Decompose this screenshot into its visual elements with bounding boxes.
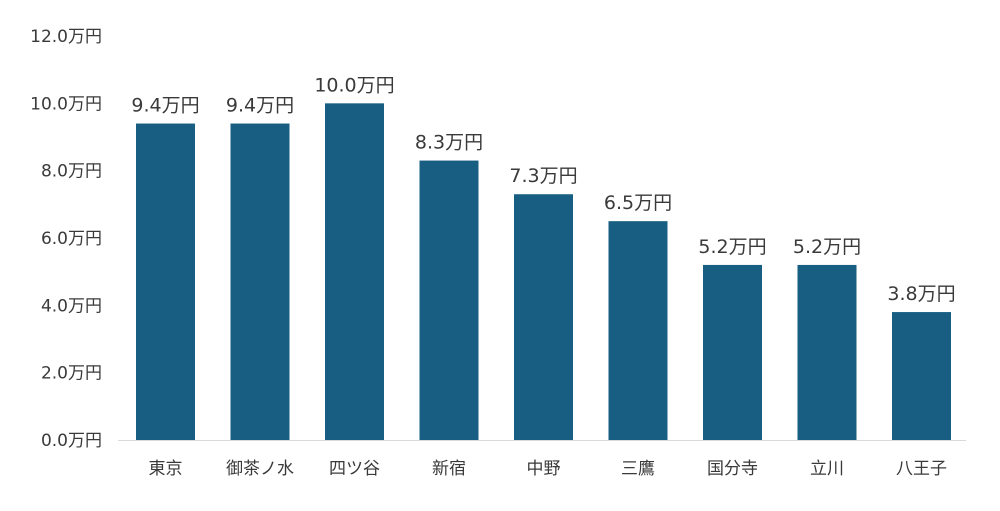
bar (230, 123, 290, 441)
data-label: 5.2万円 (698, 236, 766, 258)
bar (514, 194, 573, 440)
bars-group (136, 103, 951, 441)
data-label: 6.5万円 (604, 192, 672, 214)
x-tick-label: 東京 (149, 459, 183, 479)
x-tick-label: 八王子 (896, 459, 947, 479)
y-tick-label: 4.0万円 (41, 296, 102, 316)
x-tick-label: 三鷹 (621, 458, 655, 479)
data-label: 3.8万円 (887, 283, 955, 305)
x-axis-labels: 東京 御茶ノ水 四ツ谷 新宿 中野 三鷹 国分寺 立川 八王子 (149, 458, 948, 479)
y-axis-ticks: 0.0万円 2.0万円 4.0万円 6.0万円 8.0万円 10.0万円 12.0万円 (30, 27, 102, 451)
x-tick-label: 四ツ谷 (329, 459, 380, 479)
bar (892, 312, 951, 440)
y-tick-label: 10.0万円 (30, 94, 102, 114)
y-tick-label: 12.0万円 (30, 27, 102, 47)
bar (419, 160, 479, 441)
y-tick-label: 0.0万円 (41, 431, 102, 451)
x-tick-label: 新宿 (432, 459, 466, 479)
data-label: 10.0万円 (314, 74, 394, 96)
x-tick-label: 中野 (527, 459, 561, 479)
x-tick-label: 立川 (810, 459, 844, 479)
bar (136, 123, 195, 441)
data-label: 9.4万円 (226, 95, 294, 117)
data-label: 8.3万円 (415, 132, 483, 154)
x-tick-label: 国分寺 (707, 459, 758, 479)
y-tick-label: 6.0万円 (41, 229, 102, 249)
y-tick-label: 2.0万円 (41, 364, 102, 384)
data-labels-group: 9.4万円 9.4万円 10.0万円 8.3万円 7.3万円 6.5万円 5.2万円 5.2万… (131, 74, 955, 305)
x-tick-label: 御茶ノ水 (226, 459, 294, 479)
bar (608, 221, 668, 440)
data-label: 9.4万円 (131, 95, 199, 117)
data-label: 7.3万円 (509, 165, 577, 187)
bar (797, 264, 857, 440)
y-tick-label: 8.0万円 (41, 162, 102, 182)
bar (325, 103, 384, 440)
data-label: 5.2万円 (793, 236, 861, 258)
bar (703, 264, 762, 440)
